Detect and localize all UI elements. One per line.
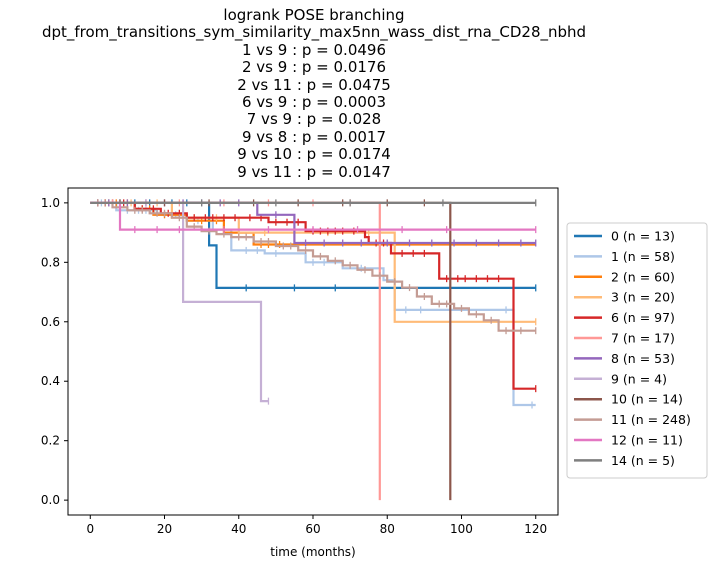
x-tick-label: 80 <box>380 522 395 536</box>
legend-label: 8 (n = 53) <box>611 351 675 366</box>
legend-label: 11 (n = 248) <box>611 412 691 427</box>
x-tick-label: 120 <box>524 522 547 536</box>
x-tick-label: 40 <box>231 522 246 536</box>
title-line-1: dpt_from_transitions_sym_similarity_max5… <box>41 23 587 42</box>
title-line-2: 1 vs 9 : p = 0.0496 <box>241 40 387 59</box>
title-line-7: 9 vs 8 : p = 0.0017 <box>241 127 387 146</box>
legend-label: 12 (n = 11) <box>611 433 683 448</box>
y-tick-label: 0.2 <box>41 434 60 448</box>
title-line-4: 2 vs 11 : p = 0.0475 <box>237 75 391 94</box>
survival-curve <box>90 201 536 323</box>
series-11 <box>90 199 537 207</box>
legend-label: 7 (n = 17) <box>611 331 675 346</box>
x-tick-label: 60 <box>305 522 320 536</box>
series-2 <box>90 199 536 248</box>
x-tick-label: 100 <box>450 522 473 536</box>
title-line-9: 9 vs 11 : p = 0.0147 <box>237 162 391 181</box>
y-tick-label: 0.0 <box>41 493 60 507</box>
legend-label: 10 (n = 14) <box>611 392 683 407</box>
title-line-6: 7 vs 9 : p = 0.028 <box>246 110 382 129</box>
title-line-3: 2 vs 9 : p = 0.0176 <box>241 58 387 77</box>
x-tick-label: 20 <box>157 522 172 536</box>
legend: 0 (n = 13) 1 (n = 58) 2 (n = 60) 3 (n = 20)… <box>566 222 708 479</box>
legend-frame <box>566 222 708 479</box>
title-line-8: 9 vs 10 : p = 0.0174 <box>237 145 391 164</box>
legend-label: 6 (n = 97) <box>611 310 675 325</box>
series-10 <box>90 201 537 234</box>
y-tick-label: 0.4 <box>41 374 60 388</box>
survival-curve <box>90 201 381 501</box>
x-axis-label: time (months) <box>270 545 356 559</box>
chart-title: logrank POSE branching dpt_from_transiti… <box>0 6 628 181</box>
series-6 <box>90 199 537 247</box>
y-tick-label: 0.8 <box>41 255 60 269</box>
legend-label: 9 (n = 4) <box>611 371 667 386</box>
legend-label: 0 (n = 13) <box>611 229 675 244</box>
legend-label: 1 (n = 58) <box>611 249 675 264</box>
title-line-5: 6 vs 9 : p = 0.0003 <box>241 93 387 112</box>
series-9 <box>90 199 537 335</box>
x-tick-label: 0 <box>86 522 94 536</box>
title-line-0: logrank POSE branching <box>223 6 405 24</box>
series-layer <box>90 199 537 501</box>
survival-curve <box>90 201 452 501</box>
plot-frame <box>67 187 559 516</box>
axis-ticks: 0 20 40 60 80 100 120 0.0 0.2 0.4 0.6 0.8 1.0 <box>41 196 547 536</box>
y-tick-label: 0.6 <box>41 315 60 329</box>
survival-curve <box>90 201 536 332</box>
y-tick-label: 1.0 <box>41 196 60 210</box>
legend-label: 2 (n = 60) <box>611 269 675 284</box>
legend-label: 3 (n = 20) <box>611 290 675 305</box>
legend-label: 14 (n = 5) <box>611 453 675 468</box>
